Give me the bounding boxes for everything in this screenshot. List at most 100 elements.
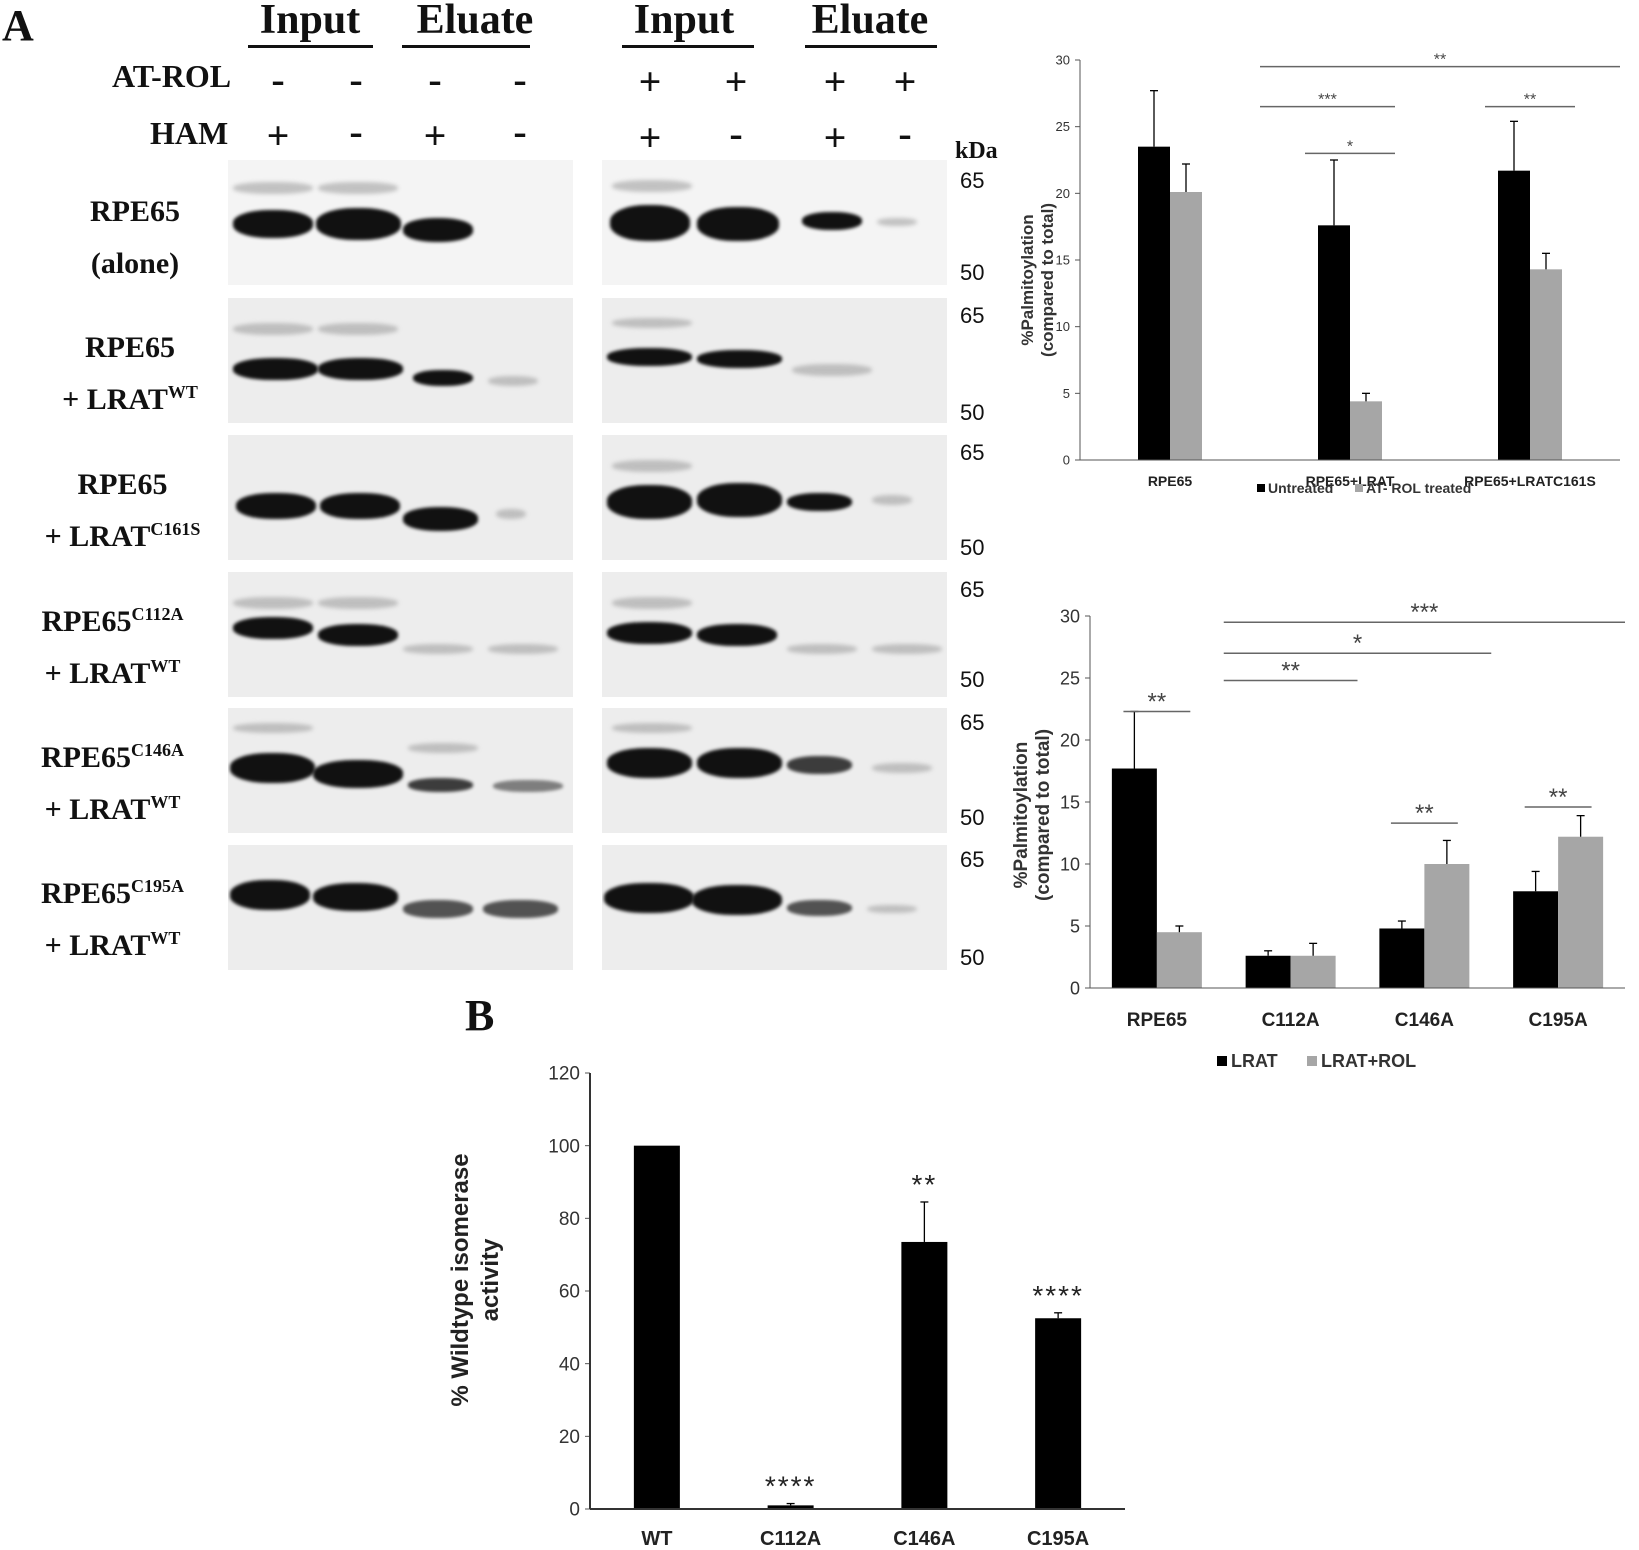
y-tick-label: 120: [548, 1064, 580, 1085]
column-underline: [805, 45, 937, 48]
ham-label: HAM: [150, 115, 229, 151]
sample-label: RPE65 (alone): [90, 195, 180, 280]
chart1-legend: Untreated AT- ROL treated: [1257, 480, 1471, 496]
y-tick-label: 5: [1063, 386, 1070, 401]
x-tick-label: C146A: [893, 1528, 955, 1550]
at-rol-sign: -: [513, 57, 527, 102]
x-tick-label: C146A: [1395, 1010, 1454, 1031]
sample-label: RPE65C146A + LRATWT: [41, 740, 184, 826]
bar: [901, 1241, 948, 1509]
y-tick-label: 100: [548, 1136, 580, 1157]
western-blot-image: [602, 572, 947, 697]
panel-a-letter: A: [2, 1, 34, 50]
y-tick-label: 0: [1063, 453, 1070, 468]
at-rol-sign: -: [428, 57, 442, 102]
y-tick-label: 10: [1056, 319, 1070, 334]
marker-65: 65: [960, 577, 985, 602]
x-tick-label: C112A: [1262, 1010, 1320, 1031]
y-tick-label: 15: [1056, 253, 1070, 268]
bar: [1379, 928, 1425, 988]
y-tick-label: 80: [559, 1209, 580, 1230]
bar: [1530, 269, 1562, 460]
column-header-input-2: Input: [633, 0, 735, 43]
x-tick-label: RPE65: [1127, 1010, 1188, 1031]
at-rol-label: AT-ROL: [112, 58, 232, 94]
significance-label: **: [1524, 92, 1536, 109]
y-tick-label: 40: [559, 1354, 580, 1375]
bar: [1498, 170, 1530, 460]
western-blot-image: [602, 298, 947, 423]
ham-sign: +: [423, 113, 447, 158]
legend-label-treated: AT- ROL treated: [1366, 480, 1471, 496]
x-tick-label: RPE65+LRATC161S: [1464, 473, 1596, 489]
ham-sign: -: [349, 109, 363, 154]
at-rol-sign: +: [893, 59, 917, 104]
western-blot-image: [602, 845, 947, 970]
legend-label-untreated: Untreated: [1268, 480, 1333, 496]
y-tick-label: 25: [1060, 668, 1080, 688]
at-rol-sign: -: [349, 57, 363, 102]
ham-sign: -: [513, 109, 527, 154]
bar: [633, 1145, 680, 1509]
significance-label: ****: [765, 1471, 817, 1502]
sample-label: RPE65 + LRATC161S: [44, 468, 201, 553]
y-tick-label: 20: [559, 1427, 580, 1448]
chart1-ylabel-line1: %Palmitoylation: [1018, 214, 1037, 345]
at-rol-sign: +: [638, 59, 662, 104]
western-blot-image: [228, 572, 573, 697]
western-blot-image: [602, 708, 947, 833]
legend-swatch-treated: [1355, 484, 1363, 492]
marker-50: 50: [960, 260, 985, 285]
y-tick-label: 15: [1060, 792, 1080, 812]
y-tick-label: 10: [1060, 854, 1080, 874]
significance-label: **: [1281, 657, 1300, 684]
palmitoylation-chart-mutants: %Palmitoylation (compared to total) 0 5 10…: [1011, 600, 1625, 1070]
significance-label: *: [1353, 630, 1362, 657]
marker-65: 65: [960, 710, 985, 735]
bar: [1035, 1318, 1082, 1509]
legend-swatch-lrat-rol: [1307, 1056, 1317, 1066]
ham-sign: -: [898, 111, 912, 156]
marker-65: 65: [960, 440, 985, 465]
significance-label: **: [911, 1169, 937, 1200]
ham-sign: +: [823, 115, 847, 160]
bar: [1290, 955, 1336, 988]
marker-50: 50: [960, 945, 985, 970]
ham-sign: +: [638, 115, 662, 160]
western-blot-image: [602, 160, 947, 285]
column-underline: [402, 45, 530, 48]
western-blot-image: [602, 435, 947, 560]
significance-label: *: [1347, 138, 1353, 155]
x-tick-label: C195A: [1529, 1010, 1588, 1031]
ham-sign: +: [266, 113, 290, 158]
western-blot-image: [228, 298, 573, 423]
chart3-ylabel-line1: % Wildtype isomerase: [447, 1153, 474, 1406]
western-blot-image: [228, 160, 573, 285]
bar: [1156, 932, 1202, 988]
sample-label: RPE65C195A + LRATWT: [41, 876, 184, 962]
bar: [1138, 146, 1170, 460]
marker-50: 50: [960, 400, 985, 425]
marker-65: 65: [960, 847, 985, 872]
x-tick-label: WT: [641, 1528, 672, 1550]
y-tick-label: 20: [1060, 730, 1080, 750]
bar: [1245, 955, 1291, 988]
bar: [1513, 891, 1559, 988]
western-blot-image: [228, 435, 573, 560]
significance-label: **: [1434, 52, 1446, 69]
chart3-ylabel-line2: activity: [477, 1238, 504, 1321]
chart2-ylabel-line2: (compared to total): [1033, 729, 1054, 901]
x-tick-label: C112A: [760, 1528, 821, 1550]
chart2-ylabel-line1: %Palmitoylation: [1011, 742, 1032, 889]
y-tick-label: 60: [559, 1282, 580, 1303]
y-tick-label: 5: [1070, 916, 1080, 936]
y-tick-label: 20: [1056, 186, 1070, 201]
significance-label: **: [1549, 784, 1568, 811]
column-header-input-1: Input: [259, 0, 361, 43]
panel-b-letter: B: [465, 991, 495, 1040]
at-rol-sign: +: [724, 59, 748, 104]
y-tick-label: 0: [1070, 978, 1080, 998]
marker-50: 50: [960, 667, 985, 692]
x-tick-label: RPE65: [1148, 473, 1193, 489]
palmitoylation-chart-lrat: %Palmitoylation (compared to total) 0 5 10…: [1018, 52, 1620, 496]
